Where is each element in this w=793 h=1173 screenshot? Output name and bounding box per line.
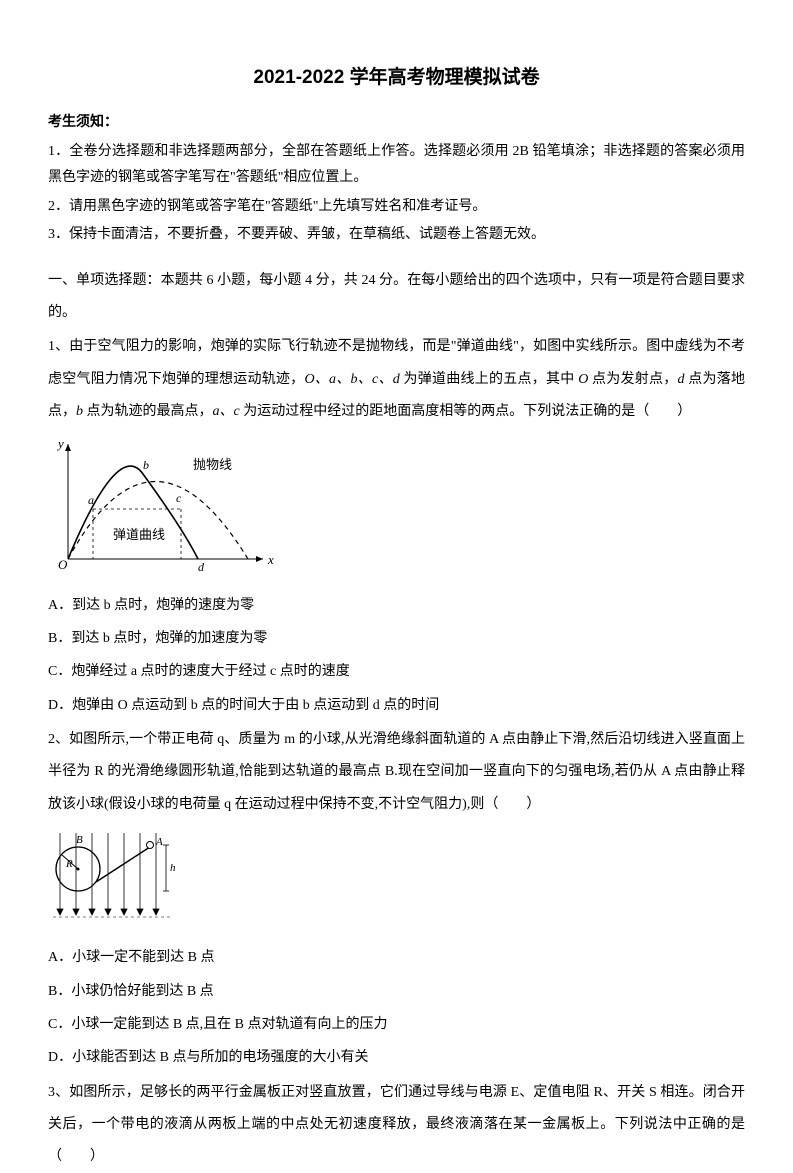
notice-item-3: 3．保持卡面清洁，不要折叠，不要弄破、弄皱，在草稿纸、试题卷上答题无效。 bbox=[48, 222, 745, 249]
q1-axis-x: x bbox=[267, 552, 274, 567]
q2-label-r: R bbox=[65, 858, 73, 870]
q1-option-a: A．到达 b 点时，炮弹的速度为零 bbox=[48, 591, 745, 620]
q2-stem: 2、如图所示,一个带正电荷 q、质量为 m 的小球,从光滑绝缘斜面轨道的 A 点… bbox=[48, 724, 745, 821]
q1-option-d: D．炮弹由 O 点运动到 b 点的时间大于由 b 点运动到 d 点的时间 bbox=[48, 691, 745, 720]
q1-var-oabcd: O、a、b、c、d bbox=[304, 372, 403, 387]
q1-option-c: C．炮弹经过 a 点时的速度大于经过 c 点时的速度 bbox=[48, 657, 745, 686]
q1-label-b: b bbox=[143, 458, 149, 472]
q2-option-b: B．小球仍恰好能到达 B 点 bbox=[48, 977, 745, 1006]
q1-var-b: b bbox=[76, 404, 83, 419]
q1-label-a: a bbox=[88, 493, 94, 507]
q1-text-5: 点为轨迹的最高点， bbox=[83, 404, 213, 419]
q1-label-parabola: 抛物线 bbox=[193, 457, 232, 472]
q1-var-o: O bbox=[578, 372, 588, 387]
section-1-header: 一、单项选择题：本题共 6 小题，每小题 4 分，共 24 分。在每小题给出的四… bbox=[48, 265, 745, 329]
q2-option-d: D．小球能否到达 B 点与所加的电场强度的大小有关 bbox=[48, 1043, 745, 1072]
q2-label-a: A bbox=[155, 836, 163, 848]
q1-text-2: 为弹道曲线上的五点，其中 bbox=[403, 372, 578, 387]
notice-item-2: 2．请用黑色字迹的钢笔或答字笔在"答题纸"上先填写姓名和准考证号。 bbox=[48, 194, 745, 221]
notice-heading: 考生须知： bbox=[48, 110, 745, 137]
q1-var-d: d bbox=[678, 372, 685, 387]
page-title: 2021-2022 学年高考物理模拟试卷 bbox=[48, 60, 745, 96]
q1-text-6: 为运动过程中经过的距地面高度相等的两点。下列说法正确的是（ ） bbox=[240, 404, 692, 419]
q1-label-c: c bbox=[176, 491, 182, 505]
q2-option-c: C．小球一定能到达 B 点,且在 B 点对轨道有向上的压力 bbox=[48, 1010, 745, 1039]
q1-axis-y: y bbox=[56, 436, 64, 451]
notice-item-1: 1．全卷分选择题和非选择题两部分，全部在答题纸上作答。选择题必须用 2B 铅笔填… bbox=[48, 139, 745, 192]
q1-axis-o: O bbox=[58, 557, 68, 572]
q2-figure: B R A h bbox=[48, 827, 745, 938]
q1-label-ballistic: 弹道曲线 bbox=[113, 527, 165, 542]
q1-var-ac: a、c bbox=[213, 404, 240, 419]
q2-option-a: A．小球一定不能到达 B 点 bbox=[48, 943, 745, 972]
q1-label-d: d bbox=[198, 560, 205, 574]
q2-label-b: B bbox=[76, 834, 83, 846]
q3-stem: 3、如图所示，足够长的两平行金属板正对竖直放置，它们通过导线与电源 E、定值电阻… bbox=[48, 1077, 745, 1173]
q1-text-3: 点为发射点， bbox=[588, 372, 677, 387]
q1-option-b: B．到达 b 点时，炮弹的加速度为零 bbox=[48, 624, 745, 653]
q2-label-h: h bbox=[170, 862, 176, 874]
q1-stem: 1、由于空气阻力的影响，炮弹的实际飞行轨迹不是抛物线，而是"弹道曲线"，如图中实… bbox=[48, 331, 745, 428]
q1-figure: O x y 抛物线 弹道曲线 a b c d bbox=[48, 434, 745, 585]
